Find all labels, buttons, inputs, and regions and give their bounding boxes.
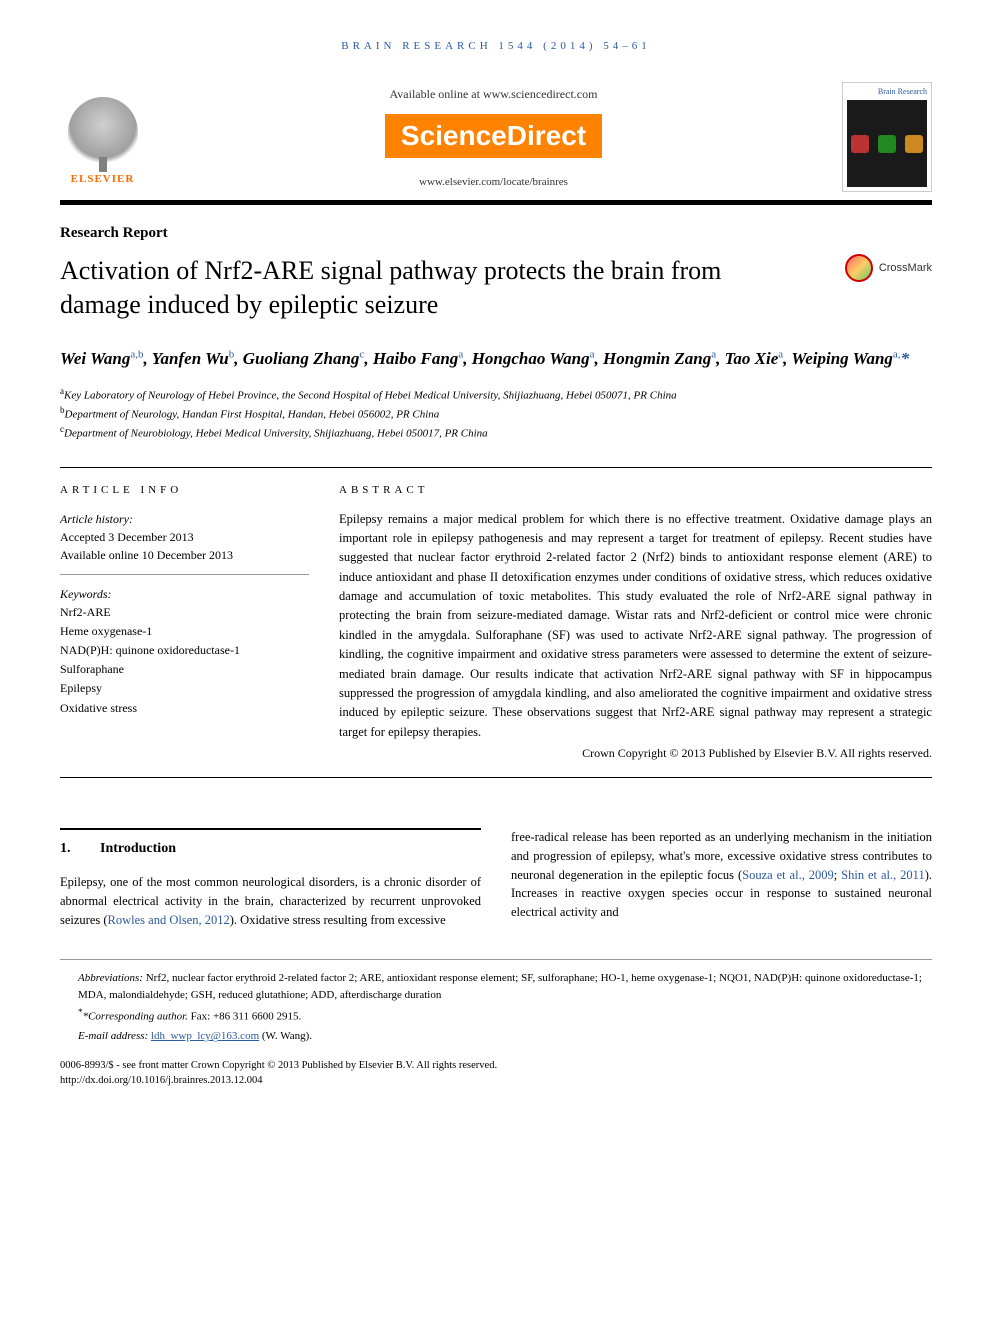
crossmark-icon (845, 254, 873, 282)
body-columns: 1. Introduction Epilepsy, one of the mos… (60, 828, 932, 929)
citation-link[interactable]: Shin et al., 2011 (841, 868, 925, 882)
cover-dot-icon (851, 135, 869, 153)
issn-line: 0006-8993/$ - see front matter Crown Cop… (60, 1059, 932, 1074)
keyword-item: Epilepsy (60, 679, 309, 698)
email-name: (W. Wang). (259, 1030, 312, 1042)
doi-line[interactable]: http://dx.doi.org/10.1016/j.brainres.201… (60, 1074, 932, 1089)
article-info-heading: ARTICLE INFO (60, 484, 309, 496)
corresponding-author: **Corresponding author. Fax: +86 311 660… (60, 1006, 932, 1025)
article-info-column: ARTICLE INFO Article history: Accepted 3… (60, 484, 339, 762)
copyright-footer: 0006-8993/$ - see front matter Crown Cop… (60, 1059, 932, 1088)
elsevier-tree-icon (68, 97, 138, 167)
article-title: Activation of Nrf2-ARE signal pathway pr… (60, 254, 845, 322)
abstract-text: Epilepsy remains a major medical problem… (339, 510, 932, 743)
keywords-label: Keywords: (60, 587, 112, 601)
email-line: E-mail address: ldh_wwp_lcy@163.com (W. … (60, 1028, 932, 1045)
keyword-item: Sulforaphane (60, 660, 309, 679)
affiliation-item: bDepartment of Neurology, Handan First H… (60, 404, 932, 423)
history-label: Article history: (60, 512, 133, 526)
abbrev-label: Abbreviations: (78, 972, 143, 984)
email-link[interactable]: ldh_wwp_lcy@163.com (151, 1030, 259, 1042)
article-type: Research Report (60, 225, 932, 242)
masthead: ELSEVIER Available online at www.science… (60, 82, 932, 205)
keyword-item: NAD(P)H: quinone oxidoreductase-1 (60, 641, 309, 660)
online-date: Available online 10 December 2013 (60, 548, 233, 562)
abbreviations: Abbreviations: Nrf2, nuclear factor eryt… (60, 970, 932, 1003)
authors-list: Wei Wanga,b, Yanfen Wub, Guoliang Zhangc… (60, 346, 932, 372)
running-head: BRAIN RESEARCH 1544 (2014) 54–61 (60, 40, 932, 52)
body-column-left: 1. Introduction Epilepsy, one of the mos… (60, 828, 481, 929)
sciencedirect-logo[interactable]: ScienceDirect (385, 114, 602, 158)
crossmark-label: CrossMark (879, 262, 932, 274)
journal-cover-image (847, 100, 927, 187)
affiliation-item: cDepartment of Neurobiology, Hebei Medic… (60, 423, 932, 442)
keywords-list: Nrf2-AREHeme oxygenase-1NAD(P)H: quinone… (60, 603, 309, 718)
keywords-block: Keywords: Nrf2-AREHeme oxygenase-1NAD(P)… (60, 585, 309, 728)
keyword-item: Heme oxygenase-1 (60, 622, 309, 641)
elsevier-text: ELSEVIER (71, 173, 135, 185)
elsevier-logo: ELSEVIER (60, 90, 145, 185)
section-number: 1. (60, 838, 100, 859)
crossmark-badge[interactable]: CrossMark (845, 254, 932, 282)
keyword-item: Nrf2-ARE (60, 603, 309, 622)
body-text: ). Oxidative stress resulting from exces… (230, 913, 446, 927)
cover-dot-icon (905, 135, 923, 153)
section-heading: 1. Introduction (60, 828, 481, 859)
citation-link[interactable]: Rowles and Olsen, 2012 (108, 913, 230, 927)
cover-dot-icon (878, 135, 896, 153)
body-column-right: free-radical release has been reported a… (511, 828, 932, 929)
affiliations: aKey Laboratory of Neurology of Hebei Pr… (60, 385, 932, 442)
available-online-text: Available online at www.sciencedirect.co… (165, 87, 822, 102)
abstract-column: ABSTRACT Epilepsy remains a major medica… (339, 484, 932, 762)
email-label: E-mail address: (78, 1030, 148, 1042)
abstract-copyright: Crown Copyright © 2013 Published by Else… (339, 746, 932, 761)
footer-block: Abbreviations: Nrf2, nuclear factor eryt… (60, 959, 932, 1088)
journal-url[interactable]: www.elsevier.com/locate/brainres (165, 176, 822, 188)
article-history-block: Article history: Accepted 3 December 201… (60, 510, 309, 575)
section-title: Introduction (100, 838, 176, 859)
corr-label: *Corresponding author. (83, 1011, 188, 1023)
corr-text: Fax: +86 311 6600 2915. (188, 1011, 301, 1023)
masthead-center: Available online at www.sciencedirect.co… (145, 87, 842, 188)
journal-cover-thumbnail: Brain Research (842, 82, 932, 192)
keyword-item: Oxidative stress (60, 699, 309, 718)
accepted-date: Accepted 3 December 2013 (60, 530, 194, 544)
body-paragraph: Epilepsy, one of the most common neurolo… (60, 873, 481, 929)
citation-link[interactable]: Souza et al., 2009 (742, 868, 834, 882)
affiliation-item: aKey Laboratory of Neurology of Hebei Pr… (60, 385, 932, 404)
journal-cover-title: Brain Research (847, 87, 927, 96)
body-paragraph: free-radical release has been reported a… (511, 828, 932, 922)
abstract-heading: ABSTRACT (339, 484, 932, 496)
abbrev-text: Nrf2, nuclear factor erythroid 2-related… (78, 972, 922, 1001)
